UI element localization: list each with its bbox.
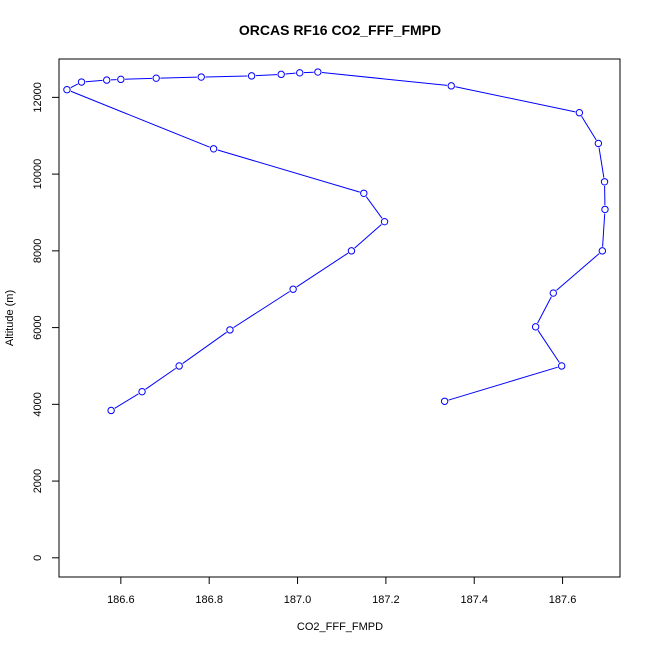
data-point [247, 72, 256, 80]
data-series [63, 68, 609, 415]
data-point [347, 247, 356, 255]
data-point [360, 189, 368, 197]
y-axis: 0 2000 4000 6000 8000 10000 12000 [32, 82, 60, 561]
series-line-segment [85, 79, 103, 83]
data-point [138, 387, 146, 396]
data-point [226, 326, 234, 334]
data-point [380, 217, 389, 226]
data-point [175, 362, 183, 370]
data-point [557, 362, 566, 370]
x-tick-label: 187.0 [284, 594, 312, 606]
data-point [197, 73, 205, 81]
data-point [103, 76, 111, 84]
data-point [549, 289, 557, 297]
series-line-segment [296, 252, 349, 288]
data-point [575, 109, 584, 117]
series-line-segment [285, 72, 296, 75]
data-point [314, 68, 322, 76]
series-line-segment [598, 147, 605, 178]
x-tick-label: 187.2 [372, 594, 400, 606]
x-tick-label: 187.4 [460, 594, 488, 606]
x-tick-label: 186.6 [107, 594, 135, 606]
series-line-segment [556, 253, 600, 291]
y-tick-label: 4000 [32, 392, 44, 416]
series-line-segment [581, 116, 597, 141]
data-point [152, 74, 160, 82]
series-line-segment [182, 331, 227, 364]
x-tick-label: 187.6 [549, 594, 577, 606]
y-tick-label: 8000 [32, 239, 44, 263]
series-line-segment [448, 366, 558, 401]
series-line-segment [70, 83, 79, 89]
series-line-segment [321, 71, 448, 86]
chart-title: ORCAS RF16 CO2_FFF_FMPD [239, 22, 441, 38]
series-line-segment [160, 76, 198, 79]
data-point [107, 406, 115, 415]
data-point [440, 397, 449, 405]
series-line-segment [365, 196, 383, 219]
data-point [277, 70, 285, 79]
y-tick-label: 12000 [32, 82, 44, 113]
y-tick-label: 2000 [32, 469, 44, 493]
data-point [601, 205, 609, 214]
series-line-segment [537, 296, 552, 324]
x-axis: 186.6 186.8 187.0 187.2 187.4 187.6 [107, 576, 577, 606]
series-line-segment [233, 291, 290, 329]
series-line-segment [114, 393, 139, 409]
x-axis-title: CO2_FFF_FMPD [297, 621, 383, 633]
series-line-segment [354, 224, 382, 249]
series-line-segment [602, 213, 606, 247]
data-point [117, 75, 125, 84]
y-axis-title: Altitude (m) [4, 290, 16, 346]
data-point [447, 82, 455, 90]
series-line-segment [255, 74, 278, 77]
y-tick-label: 10000 [32, 159, 44, 190]
series-line-segment [205, 75, 248, 78]
data-point [77, 78, 86, 86]
series-line-segment [455, 86, 576, 113]
data-point [531, 323, 540, 331]
y-tick-label: 6000 [32, 315, 44, 339]
series-line-segment [145, 367, 176, 390]
data-point [600, 178, 609, 186]
series-line-segment [125, 77, 152, 80]
data-point [209, 145, 218, 153]
data-point [289, 285, 297, 293]
series-line-segment [70, 90, 210, 148]
data-point [598, 247, 607, 255]
y-tick-label: 0 [32, 555, 44, 561]
data-point [594, 139, 603, 148]
data-point [296, 69, 304, 77]
data-point [63, 85, 71, 94]
series-line-segment [537, 330, 560, 363]
series-line-segment [217, 149, 360, 193]
plot-frame [58, 58, 621, 578]
x-tick-label: 186.8 [195, 594, 223, 606]
